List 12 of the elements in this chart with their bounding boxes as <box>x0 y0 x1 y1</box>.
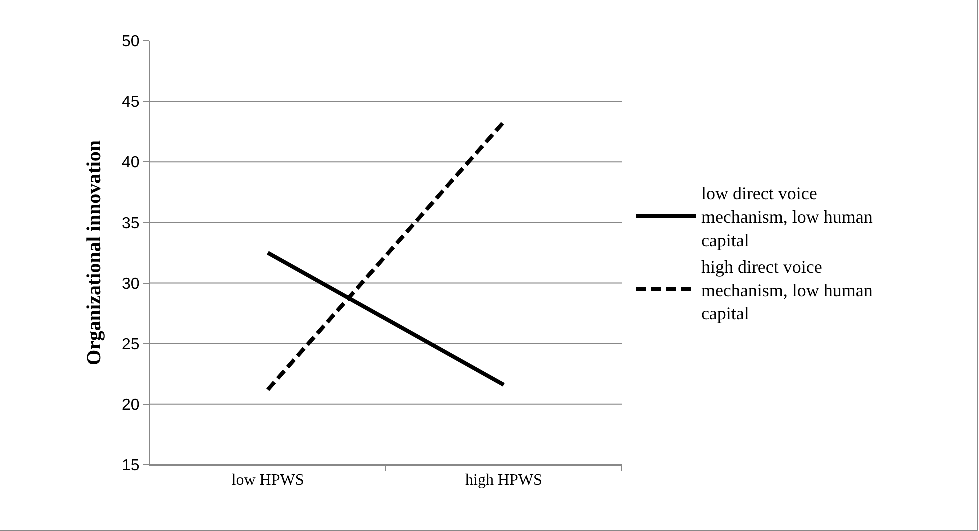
y-tick-label: 40 <box>122 154 140 172</box>
y-tick-label: 50 <box>122 34 140 51</box>
y-tick-label: 20 <box>122 397 140 414</box>
y-tick-label: 30 <box>122 276 140 293</box>
x-tick-label: high HPWS <box>466 472 542 490</box>
y-tick-label: 35 <box>122 215 140 232</box>
y-tick-label: 25 <box>122 336 140 354</box>
y-tick-label: 15 <box>122 458 140 475</box>
legend-label: high direct voice mechanism, low human capital <box>701 256 873 324</box>
y-axis-title: Organizational innovation <box>84 140 106 366</box>
x-tick-label: low HPWS <box>232 472 304 490</box>
y-tick-label: 45 <box>122 94 140 112</box>
